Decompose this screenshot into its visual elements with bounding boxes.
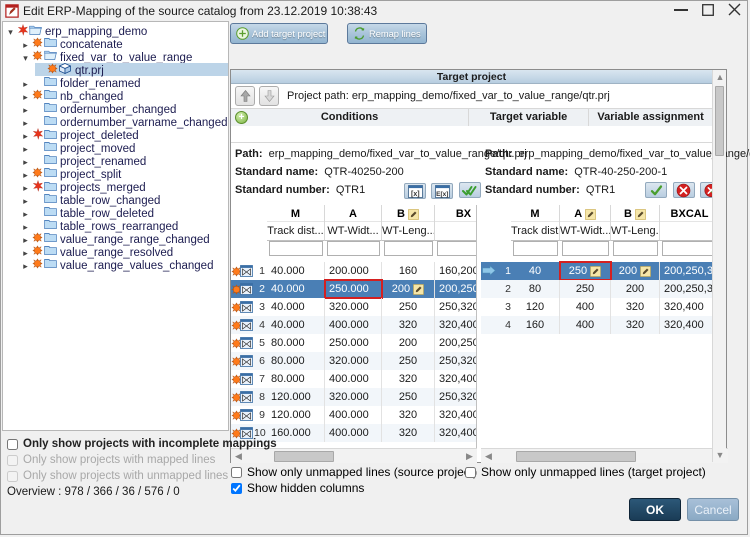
svg-text:E[x]: E[x] (436, 191, 448, 198)
svg-text:[x]: [x] (411, 191, 420, 198)
